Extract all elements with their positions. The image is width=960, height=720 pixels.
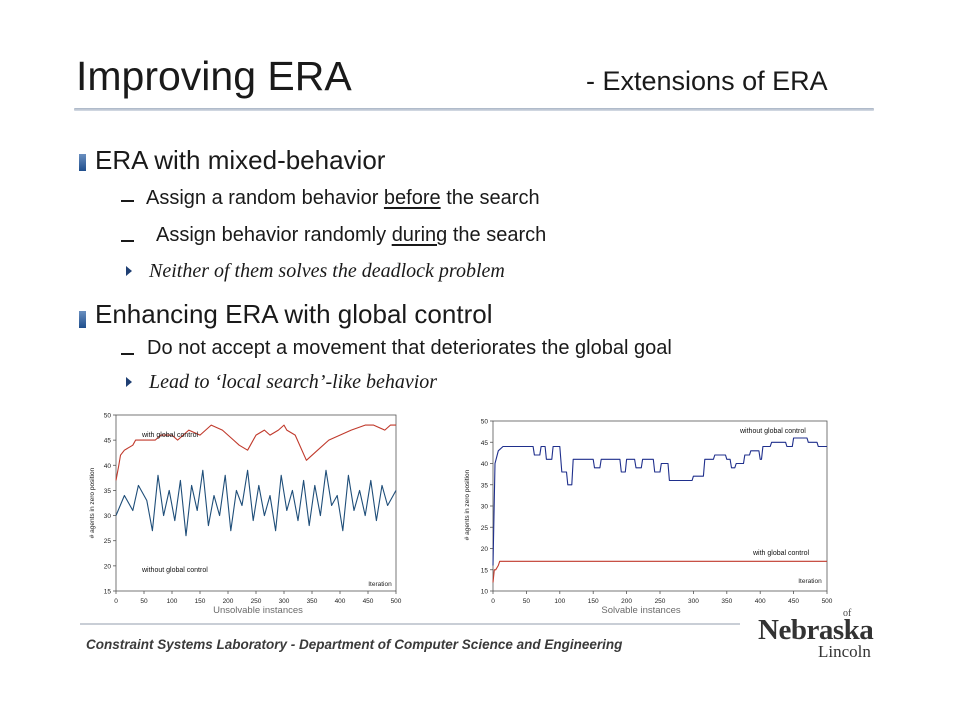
bullet-square-icon [79, 311, 86, 328]
y-tick-label: 30 [104, 513, 112, 520]
dash-icon [121, 353, 134, 355]
x-tick-label: 350 [307, 598, 318, 605]
x-tick-label: 100 [167, 598, 178, 605]
x-tick-label: 300 [279, 598, 290, 605]
x-tick-label: 250 [251, 598, 262, 605]
chart-caption: Unsolvable instances [213, 605, 303, 616]
section-conclusion: Lead to ‘local search’-like behavior [149, 371, 438, 393]
x-tick-label: 500 [391, 598, 402, 605]
x-tick-label: 350 [721, 598, 732, 605]
x-tick-label: 450 [363, 598, 374, 605]
series-label: without global control [739, 428, 806, 435]
y-tick-label: 25 [481, 525, 489, 532]
footer-divider [80, 623, 740, 625]
x-tick-label: 150 [195, 598, 206, 605]
arrow-bullet-icon [126, 266, 132, 276]
x-tick-label: 50 [523, 598, 531, 605]
y-tick-label: 50 [481, 419, 489, 426]
x-tick-label: 200 [621, 598, 632, 605]
y-tick-label: 20 [481, 546, 489, 553]
slide-subtitle: - Extensions of ERA [586, 66, 828, 96]
sub-bullet: Assign a random behavior before the sear… [146, 185, 540, 211]
series-label: with global control [141, 432, 198, 439]
y-tick-label: 15 [481, 567, 489, 574]
section-conclusion: Neither of them solves the deadlock prob… [149, 260, 505, 282]
y-tick-label: 45 [481, 440, 489, 447]
x-tick-label: 400 [755, 598, 766, 605]
y-tick-label: 10 [481, 589, 489, 596]
x-tick-label: 0 [114, 598, 118, 605]
y-tick-label: 25 [104, 538, 112, 545]
series-label: without global control [141, 567, 208, 574]
y-tick-label: 15 [104, 589, 112, 596]
university-logo: Nebraska [758, 614, 874, 646]
arrow-bullet-icon [126, 377, 132, 387]
x-tick-label: 100 [554, 598, 565, 605]
chart-caption: Solvable instances [601, 605, 680, 616]
x-tick-label: 300 [688, 598, 699, 605]
y-tick-label: 40 [481, 461, 489, 468]
slide-title: Improving ERA [76, 53, 352, 99]
x-axis-label: Iteration [798, 578, 822, 585]
x-axis-label: Iteration [368, 581, 392, 588]
x-tick-label: 450 [788, 598, 799, 605]
x-tick-label: 150 [588, 598, 599, 605]
section-heading: Enhancing ERA with global control [95, 299, 493, 329]
y-tick-label: 45 [104, 438, 112, 445]
x-tick-label: 200 [223, 598, 234, 605]
sub-bullet-underline: during [391, 224, 448, 246]
section-heading: ERA with mixed-behavior [95, 145, 386, 175]
sub-bullet-text: Assign a random behavior [146, 187, 384, 209]
y-tick-label: 40 [104, 463, 112, 470]
series-line [492, 560, 827, 583]
x-tick-label: 0 [491, 598, 495, 605]
bullet-square-icon [79, 154, 86, 171]
sub-bullet-underline: before [383, 187, 441, 209]
dash-icon [121, 200, 134, 202]
x-tick-label: 250 [655, 598, 666, 605]
sub-bullet-text: Assign behavior randomly [156, 224, 392, 246]
y-tick-label: 35 [481, 482, 489, 489]
series-line [115, 424, 396, 481]
x-tick-label: 500 [822, 598, 833, 605]
sub-bullet: Do not accept a movement that deteriorat… [147, 337, 672, 359]
sub-bullet: Assign behavior randomly during the sear… [156, 222, 546, 248]
dash-icon [121, 240, 134, 242]
x-tick-label: 400 [335, 598, 346, 605]
y-tick-label: 35 [104, 488, 112, 495]
footer-lab-name: Constraint Systems Laboratory - Departme… [86, 637, 623, 652]
x-tick-label: 50 [140, 598, 148, 605]
sub-bullet-text-end: the search [440, 187, 540, 209]
y-axis-label: # agents in zero position [89, 467, 96, 538]
y-axis-label: # agents in zero position [464, 469, 471, 540]
y-tick-label: 20 [104, 563, 112, 570]
series-line [115, 469, 397, 537]
series-label: with global control [752, 550, 809, 557]
y-tick-label: 30 [481, 504, 489, 511]
title-divider [74, 108, 874, 111]
series-line [492, 437, 827, 566]
sub-bullet-text-end: the search [447, 224, 547, 246]
logo-of-text: of [843, 608, 852, 619]
university-logo-city: Lincoln [818, 642, 871, 661]
y-tick-label: 50 [104, 413, 112, 420]
